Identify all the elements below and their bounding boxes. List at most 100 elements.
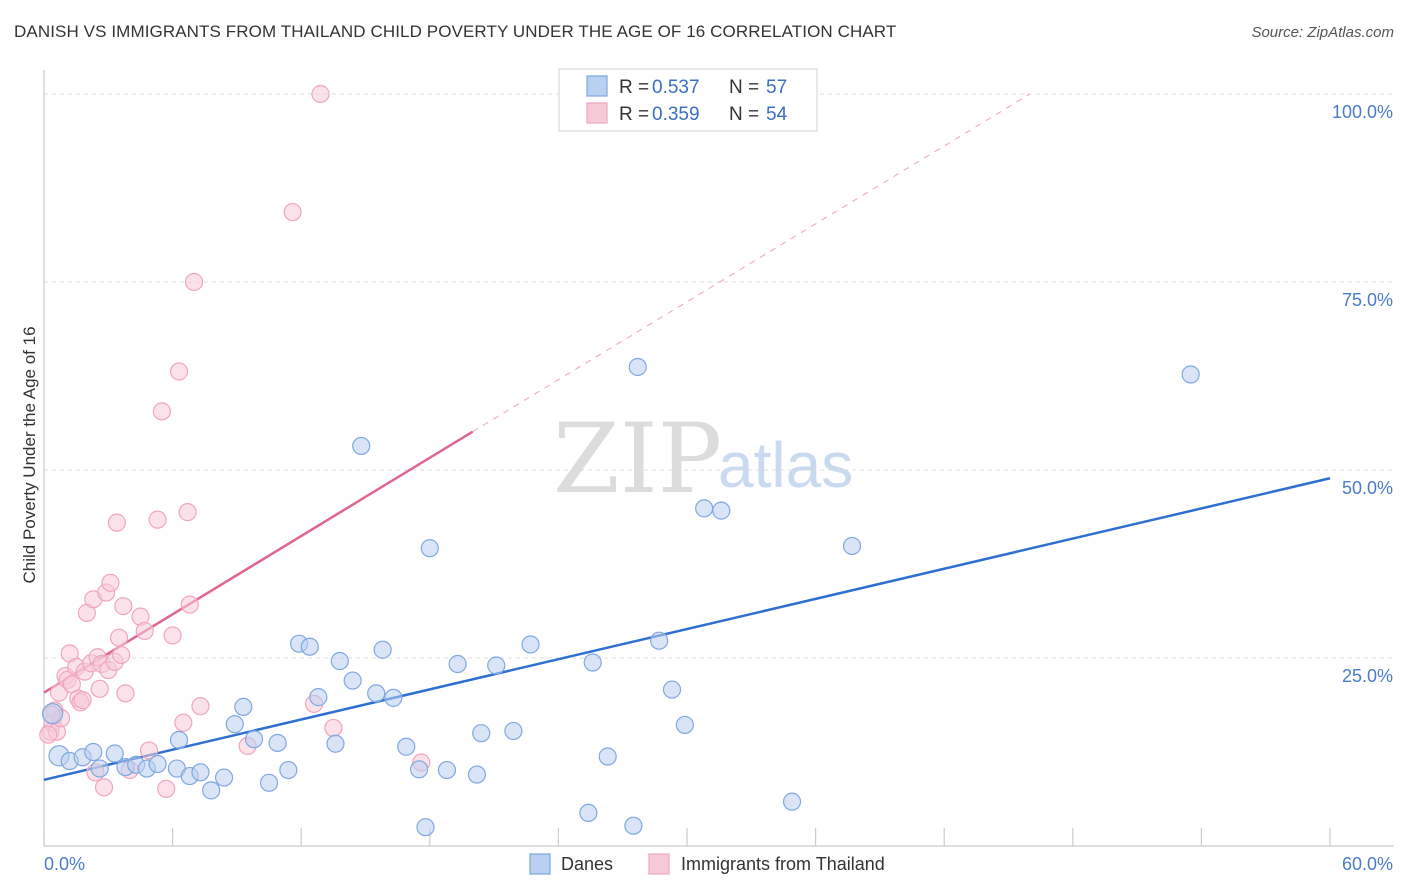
thai-point-51 — [311, 84, 330, 104]
legend-r-value-danes: 0.537 — [652, 77, 700, 98]
legend-n-label-danes: N = — [729, 77, 759, 98]
thai-point-49 — [324, 718, 343, 738]
danes-point-46 — [598, 747, 617, 766]
thai-point-39 — [163, 626, 182, 645]
danes-point-27 — [330, 651, 349, 671]
danes-point-53 — [712, 501, 731, 520]
danes-point-20 — [259, 773, 279, 792]
danes-point-22 — [279, 760, 298, 780]
danes-point-40 — [472, 724, 491, 743]
danes-point-17 — [225, 715, 244, 734]
thai-point-31 — [116, 684, 135, 703]
x-tick-marks — [43, 828, 1331, 846]
danes-point-52 — [695, 499, 714, 518]
danes-point-25 — [309, 688, 328, 707]
danes-point-5 — [90, 759, 109, 778]
x-tick-label-max: 60.0% — [1342, 854, 1393, 874]
thai-point-42 — [178, 503, 197, 522]
thai-point-38 — [157, 779, 176, 798]
thai-point-30 — [114, 597, 133, 616]
thai-point-43 — [180, 595, 199, 614]
danes-point-54 — [782, 792, 802, 811]
y-tick-label-100: 100.0% — [1332, 102, 1393, 122]
danes-point-56 — [1181, 365, 1200, 384]
danes-point-33 — [397, 737, 416, 756]
danes-point-36 — [420, 539, 439, 558]
thai-point-44 — [184, 272, 204, 292]
danes-point-14 — [191, 763, 210, 782]
danes-point-19 — [244, 730, 264, 749]
thai-point-29 — [112, 645, 131, 665]
danes-point-26 — [326, 734, 345, 753]
watermark-atlas: atlas — [718, 429, 853, 501]
legend-swatch-danes — [586, 75, 608, 97]
danes-point-41 — [487, 656, 506, 675]
thai-point-41 — [174, 713, 193, 732]
danes-point-12 — [169, 730, 189, 750]
y-tick-labels: 25.0% 50.0% 75.0% 100.0% — [1332, 102, 1393, 686]
danes-point-6 — [105, 744, 124, 763]
danes-point-0 — [41, 703, 64, 725]
y-axis-label: Child Poverty Under the Age of 16 — [20, 326, 39, 583]
danes-point-16 — [214, 768, 234, 787]
danes-point-30 — [367, 684, 386, 703]
legend-n-label-thai: N = — [729, 104, 759, 125]
danes-point-45 — [583, 653, 602, 672]
legend-n-value-thai: 54 — [766, 104, 788, 125]
thai-point-40 — [169, 362, 189, 381]
danes-point-34 — [409, 760, 429, 779]
danes-point-39 — [467, 765, 487, 784]
bottom-legend-label-thai: Immigrants from Thailand — [681, 854, 885, 874]
thai-point-45 — [191, 697, 210, 716]
thai-point-28 — [109, 628, 129, 647]
danes-point-50 — [662, 680, 682, 699]
thai-trend-line-0 — [43, 430, 474, 694]
danes-point-47 — [624, 816, 643, 835]
thai-trend-line-1 — [472, 93, 1031, 433]
danes-point-55 — [842, 536, 862, 556]
thai-point-4 — [49, 683, 69, 702]
danes-point-10 — [148, 754, 167, 774]
danes-point-32 — [384, 688, 403, 707]
danes-point-29 — [352, 436, 371, 456]
thai-point-36 — [148, 510, 167, 529]
danes-trend-line-0 — [43, 477, 1331, 782]
danes-point-21 — [268, 733, 287, 753]
thai-point-37 — [152, 402, 171, 421]
y-tick-label-75: 75.0% — [1342, 290, 1393, 310]
danes-point-18 — [234, 697, 253, 716]
y-tick-label-50: 50.0% — [1342, 478, 1393, 498]
thai-point-52 — [39, 725, 58, 744]
danes-point-37 — [437, 760, 457, 780]
bottom-legend-label-danes: Danes — [561, 854, 613, 874]
danes-point-38 — [448, 654, 467, 674]
thai-point-34 — [135, 621, 154, 641]
chart-source: Source: ZipAtlas.com — [1251, 24, 1394, 41]
thai-point-27 — [107, 513, 126, 532]
thai-point-25 — [101, 573, 120, 592]
danes-point-28 — [343, 671, 362, 690]
danes-point-15 — [202, 781, 221, 800]
x-tick-label-min: 0.0% — [44, 854, 85, 874]
danes-point-31 — [373, 640, 392, 659]
legend-r-label-thai: R = — [619, 104, 649, 125]
legend-swatch-thai — [586, 102, 608, 124]
danes-point-48 — [628, 357, 647, 377]
danes-point-44 — [579, 803, 598, 823]
danes-point-24 — [300, 637, 319, 656]
bottom-legend-swatch-danes — [529, 853, 551, 875]
thai-point-20 — [90, 679, 109, 698]
legend: R = 0.537 N = 57 R = 0.359 N = 54 — [558, 68, 818, 132]
thai-point-35 — [139, 741, 159, 760]
y-tick-label-25: 25.0% — [1342, 666, 1393, 686]
danes-point-42 — [504, 721, 523, 741]
bottom-legend: Danes Immigrants from Thailand — [529, 853, 885, 875]
thai-point-22 — [94, 778, 114, 797]
danes-point-43 — [521, 635, 540, 654]
danes-point-51 — [675, 715, 694, 735]
danes-points — [41, 357, 1200, 837]
legend-r-value-thai: 0.359 — [652, 104, 700, 125]
legend-n-value-danes: 57 — [766, 77, 787, 98]
danes-point-35 — [416, 818, 435, 837]
